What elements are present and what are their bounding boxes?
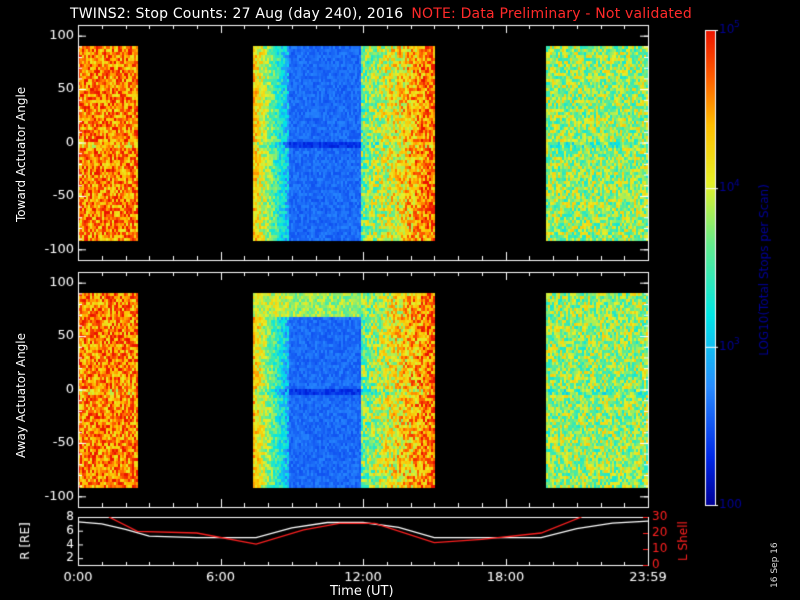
title-main: TWINS2: Stop Counts: 27 Aug (day 240), 2… <box>70 6 404 22</box>
away-axis-label: Away Actuator Angle <box>14 332 28 458</box>
date-stamp: 16 Sep 16 <box>770 542 780 588</box>
toward-axis-label: Toward Actuator Angle <box>14 86 28 222</box>
title-note: NOTE: Data Preliminary - Not validated <box>411 6 692 22</box>
chart-title: TWINS2: Stop Counts: 27 Aug (day 240), 2… <box>70 6 692 22</box>
x-axis-label: Time (UT) <box>330 584 394 599</box>
